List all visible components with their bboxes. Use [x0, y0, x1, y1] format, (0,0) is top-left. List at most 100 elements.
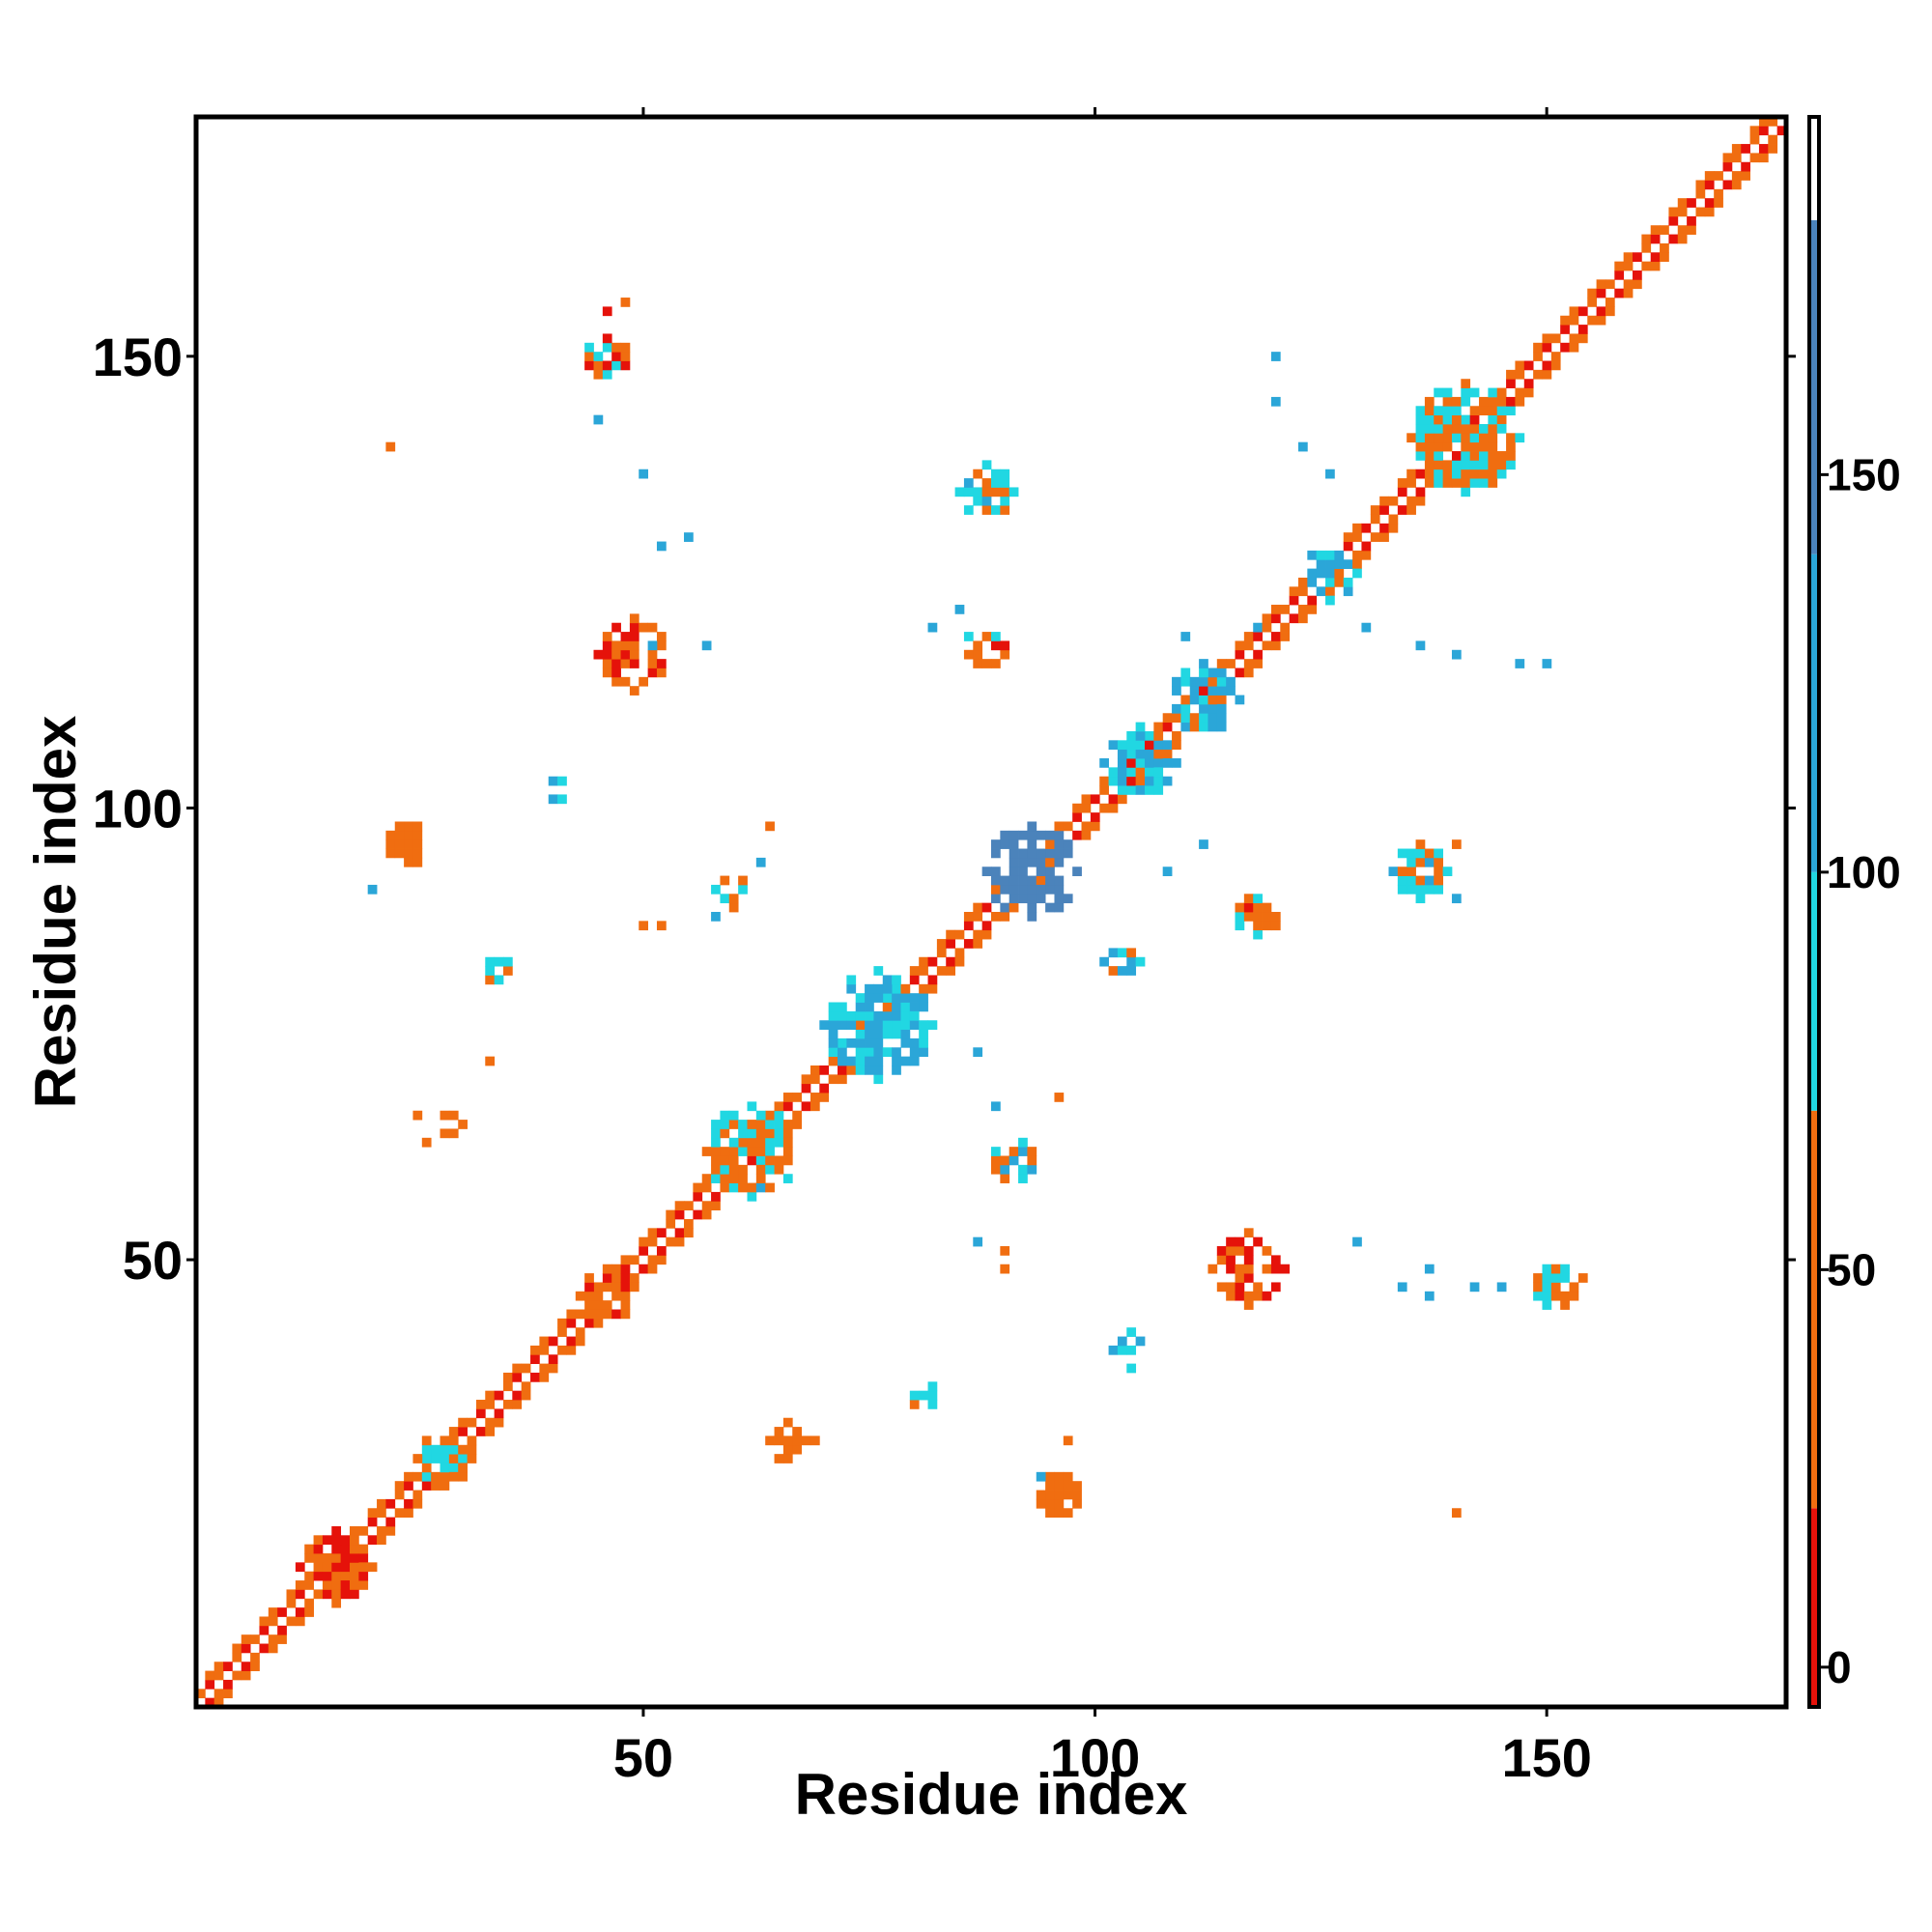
- heatmap-cell: [1352, 550, 1362, 560]
- heatmap-cell: [1036, 884, 1046, 895]
- heatmap-cell: [963, 505, 974, 515]
- heatmap-cell: [557, 1318, 567, 1328]
- heatmap-cell: [755, 1182, 766, 1193]
- heatmap-cell: [440, 1435, 450, 1446]
- heatmap-cell: [1226, 1236, 1236, 1247]
- heatmap-cell: [639, 921, 649, 931]
- heatmap-cell: [467, 1417, 477, 1428]
- heatmap-cell: [1000, 1174, 1010, 1183]
- heatmap-cell: [421, 1435, 432, 1446]
- heatmap-cell: [584, 1273, 594, 1283]
- heatmap-cell: [1126, 749, 1137, 759]
- heatmap-cell: [865, 993, 874, 1003]
- heatmap-cell: [205, 1670, 215, 1681]
- heatmap-cell: [602, 369, 612, 380]
- heatmap-cell: [1253, 894, 1263, 904]
- heatmap-cell: [404, 848, 413, 859]
- heatmap-cell: [1560, 1273, 1570, 1283]
- heatmap-cell: [981, 921, 992, 931]
- heatmap-cell: [701, 1147, 712, 1156]
- heatmap-cell: [268, 1634, 278, 1644]
- heatmap-cell: [1623, 261, 1634, 271]
- heatmap-cell: [927, 1400, 938, 1409]
- heatmap-cell: [1243, 902, 1254, 913]
- heatmap-cell: [701, 1174, 712, 1183]
- heatmap-cell: [440, 1471, 450, 1482]
- heatmap-cell: [1253, 659, 1263, 668]
- heatmap-cell: [1406, 433, 1416, 443]
- heatmap-cell: [927, 1390, 938, 1401]
- heatmap-cell: [611, 360, 621, 371]
- heatmap-cell: [900, 1010, 911, 1021]
- heatmap-cell: [1045, 902, 1055, 913]
- heatmap-cell: [973, 659, 983, 668]
- heatmap-cell: [882, 1029, 893, 1039]
- heatmap-cell: [530, 1372, 540, 1382]
- heatmap-cell: [973, 929, 983, 940]
- heatmap-cell: [1018, 1174, 1028, 1183]
- heatmap-cell: [1054, 1498, 1065, 1509]
- heatmap-cell: [1199, 668, 1208, 678]
- heatmap-cell: [1434, 451, 1444, 461]
- heatmap-cell: [268, 1616, 278, 1627]
- heatmap-cell: [1596, 306, 1606, 317]
- heatmap-cell: [1045, 1481, 1055, 1491]
- heatmap-cell: [927, 622, 938, 633]
- heatmap-cell: [991, 884, 1001, 895]
- heatmap-cell: [701, 640, 712, 651]
- heatmap-cell: [1135, 785, 1146, 795]
- heatmap-cell: [1451, 469, 1462, 479]
- heatmap-cell: [1434, 875, 1444, 886]
- heatmap-cell: [855, 1037, 866, 1048]
- heatmap-cell: [846, 1065, 857, 1075]
- heatmap-cell: [394, 839, 405, 849]
- heatmap-cell: [1714, 198, 1723, 208]
- heatmap-cell: [846, 1056, 857, 1066]
- heatmap-cell: [1506, 441, 1516, 452]
- heatmap-cell: [611, 640, 621, 651]
- heatmap-cell: [954, 929, 965, 940]
- heatmap-cell: [629, 1255, 639, 1265]
- heatmap-cell: [1496, 406, 1507, 416]
- heatmap-cell: [1325, 469, 1335, 479]
- heatmap-cell: [927, 983, 938, 994]
- heatmap-cell: [1153, 740, 1164, 751]
- heatmap-cell: [1072, 830, 1082, 840]
- heatmap-cell: [1216, 668, 1227, 678]
- heatmap-cell: [539, 1345, 550, 1355]
- y-axis: 50 100 150: [93, 327, 1796, 1291]
- heatmap-cell: [512, 1363, 523, 1374]
- heatmap-cell: [331, 1562, 342, 1573]
- heatmap-cell: [728, 1174, 739, 1183]
- heatmap-cell: [593, 360, 604, 371]
- colorbar: 0 50 100 150: [1807, 115, 1901, 1709]
- heatmap-cell: [1226, 1255, 1236, 1265]
- heatmap-cell: [1262, 1264, 1272, 1274]
- heatmap-cell: [738, 1147, 748, 1156]
- heatmap-cell: [421, 1444, 432, 1455]
- heatmap-cell: [349, 1535, 359, 1546]
- heatmap-cell: [223, 1689, 233, 1699]
- heatmap-cell: [1054, 830, 1065, 840]
- heatmap-cell: [1054, 875, 1065, 886]
- heatmap-cell: [575, 1327, 585, 1337]
- heatmap-cell: [1243, 1300, 1254, 1310]
- heatmap-cell: [629, 613, 639, 624]
- heatmap-cell: [1262, 912, 1272, 922]
- heatmap-cell: [539, 1363, 550, 1374]
- heatmap-cell: [1542, 1282, 1552, 1293]
- heatmap-cell: [1424, 396, 1435, 407]
- heatmap-cell: [1018, 894, 1028, 904]
- heatmap-cell: [322, 1553, 332, 1563]
- heatmap-cell: [1352, 1236, 1362, 1247]
- heatmap-cell: [765, 1182, 775, 1193]
- heatmap-cell: [629, 632, 639, 641]
- heatmap-cell: [1009, 839, 1019, 849]
- heatmap-cell: [313, 1544, 324, 1554]
- heatmap-cell: [548, 1354, 558, 1365]
- heatmap-cell: [421, 1137, 432, 1148]
- heatmap-cell: [1000, 830, 1010, 840]
- heatmap-cell: [1334, 550, 1345, 560]
- heatmap-cell: [1451, 406, 1462, 416]
- heatmap-cell: [1000, 1164, 1010, 1175]
